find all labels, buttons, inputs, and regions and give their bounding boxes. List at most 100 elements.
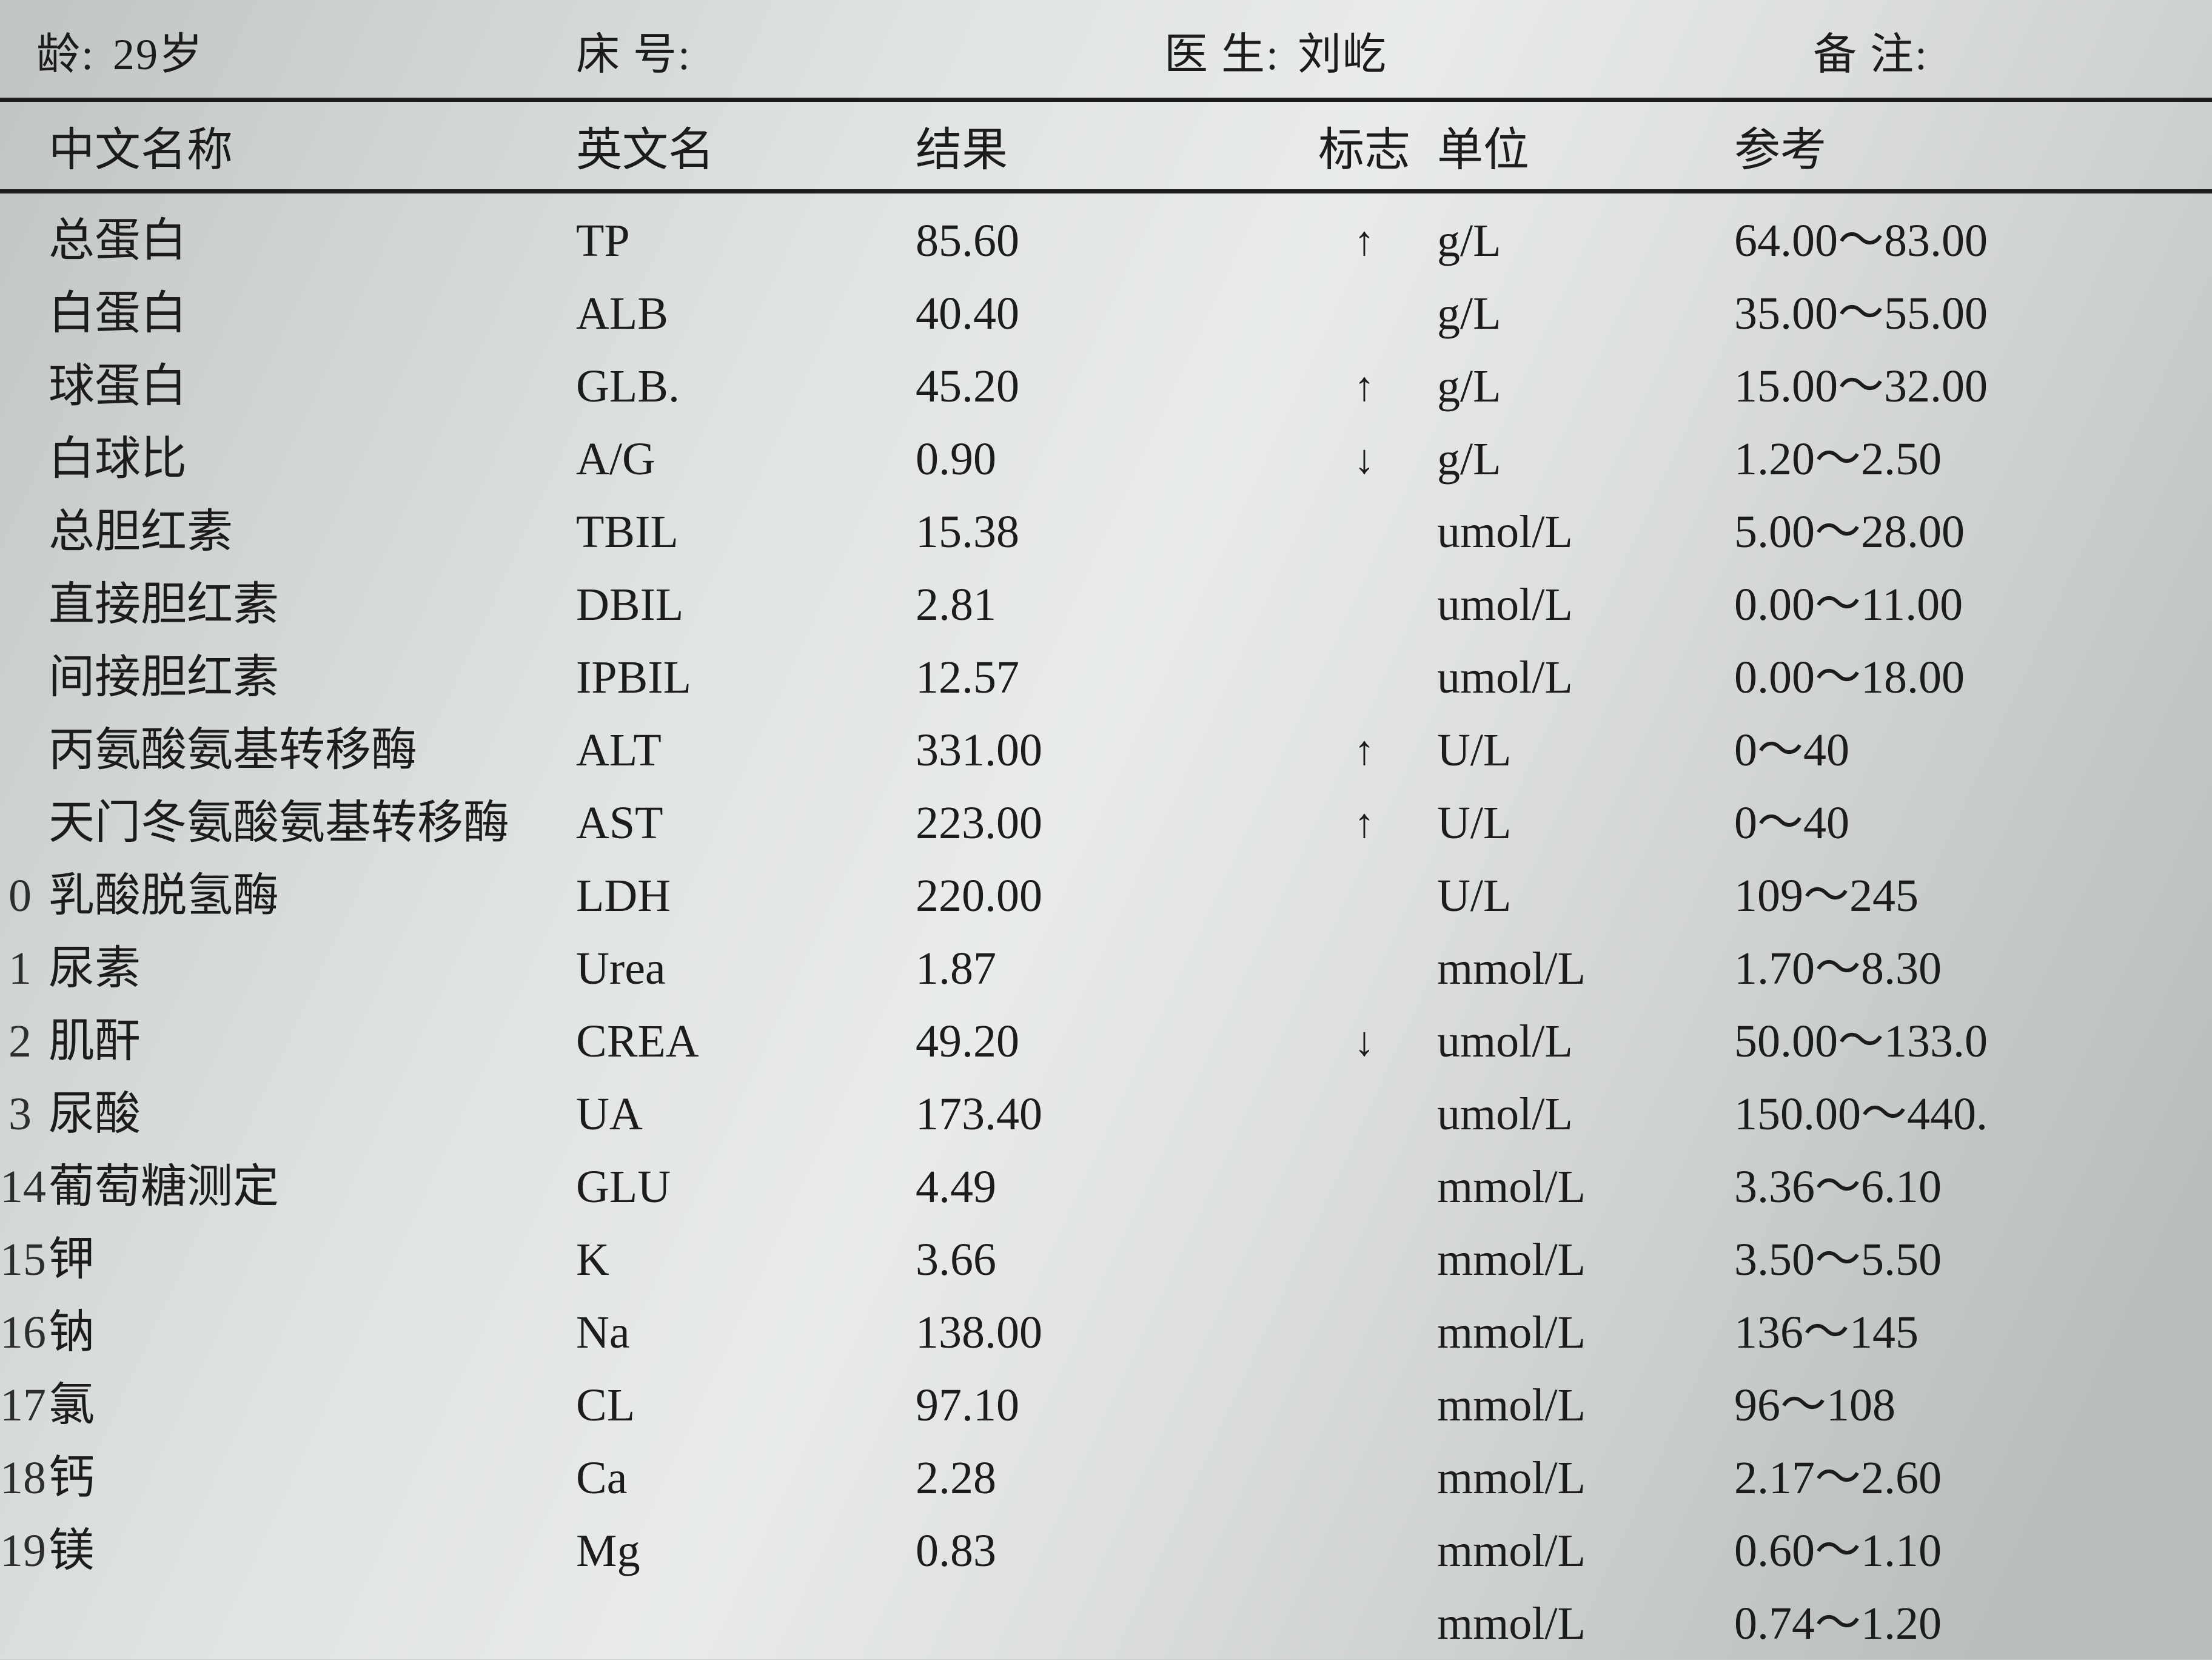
result-value: 223.00 — [916, 800, 1292, 846]
table-row: 17氯CL97.10mmol/L96～108 — [0, 1369, 2212, 1442]
chinese-name: 间接胆红素 — [49, 654, 576, 701]
col-reference: 参考 — [1734, 127, 2212, 173]
english-name: Na — [576, 1309, 916, 1356]
row-index: 17 — [0, 1382, 49, 1428]
result-value: 85.60 — [916, 218, 1292, 264]
chinese-name: 白球比 — [49, 436, 576, 482]
chinese-name: 球蛋白 — [49, 363, 576, 409]
unit-value: mmol/L — [1437, 1164, 1734, 1210]
row-index: 14 — [0, 1164, 49, 1210]
table-row: 总蛋白TP85.60↑g/L64.00～83.00 — [0, 204, 2212, 277]
row-index: 15 — [0, 1237, 49, 1283]
unit-value: umol/L — [1437, 582, 1734, 628]
table-row: 2肌酐CREA49.20↓umol/L50.00～133.0 — [0, 1005, 2212, 1078]
arrow-up-icon: ↑ — [1292, 730, 1437, 771]
english-name: ALB — [576, 291, 916, 337]
table-row: 1尿素Urea1.87mmol/L1.70～8.30 — [0, 932, 2212, 1005]
english-name: LDH — [576, 873, 916, 919]
table-header-row: 中文名称 英文名 结果 标志 单位 参考 — [0, 113, 2212, 189]
unit-value: umol/L — [1437, 509, 1734, 555]
reference-range: 50.00～133.0 — [1734, 1018, 2212, 1064]
col-flag: 标志 — [1292, 127, 1437, 173]
doctor-label: 医 生: — [1164, 18, 1279, 82]
reference-range: 0～40 — [1734, 800, 2212, 846]
chinese-name: 总胆红素 — [49, 509, 576, 555]
result-value: 4.49 — [916, 1164, 1292, 1210]
chinese-name: 肌酐 — [49, 1018, 576, 1064]
unit-value: mmol/L — [1437, 1309, 1734, 1356]
reference-range: 0.60～1.10 — [1734, 1528, 2212, 1574]
english-name: TBIL — [576, 509, 916, 555]
reference-range: 0.00～11.00 — [1734, 582, 2212, 628]
table-row: 16钠Na138.00mmol/L136～145 — [0, 1296, 2212, 1369]
english-name: CREA — [576, 1018, 916, 1064]
table-row: 直接胆红素DBIL2.81 umol/L0.00～11.00 — [0, 568, 2212, 641]
reference-range: 1.20～2.50 — [1734, 436, 2212, 482]
table-row: 白蛋白ALB40.40g/L35.00～55.00 — [0, 277, 2212, 350]
arrow-up-icon: ↑ — [1292, 802, 1437, 844]
row-index: 18 — [0, 1455, 49, 1501]
unit-value: U/L — [1437, 727, 1734, 773]
table-row: 白球比A/G0.90↓g/L1.20～2.50 — [0, 423, 2212, 496]
result-value: 0.90 — [916, 436, 1292, 482]
reference-range: 5.00～28.00 — [1734, 509, 2212, 555]
result-value: 45.20 — [916, 363, 1292, 409]
table-row: 球蛋白GLB.45.20↑g/L15.00～32.00 — [0, 350, 2212, 423]
chinese-name: 直接胆红素 — [49, 582, 576, 628]
unit-value: g/L — [1437, 363, 1734, 409]
lab-report-sheet: { "styling":{ "page_width_px":3648, "pag… — [0, 0, 2212, 1659]
result-value: 1.87 — [916, 946, 1292, 992]
reference-range: 109～245 — [1734, 873, 2212, 919]
result-value: 220.00 — [916, 873, 1292, 919]
reference-range: 150.00～440. — [1734, 1091, 2212, 1137]
english-name: CL — [576, 1382, 916, 1428]
english-name: GLU — [576, 1164, 916, 1210]
reference-range: 96～108 — [1734, 1382, 2212, 1428]
arrow-down-icon: ↓ — [1292, 439, 1437, 480]
reference-range: 1.70～8.30 — [1734, 946, 2212, 992]
bed-label: 床 号: — [576, 18, 691, 82]
age-value: 29岁 — [113, 18, 204, 82]
table-row: 15钾K3.66mmol/L3.50～5.50 — [0, 1223, 2212, 1296]
unit-value: g/L — [1437, 291, 1734, 337]
rule-top — [0, 98, 2212, 102]
table-row: 19镁Mg0.83mmol/L0.60～1.10 — [0, 1514, 2212, 1587]
reference-range: 0.74～1.20 — [1734, 1601, 2212, 1647]
reference-range: 64.00～83.00 — [1734, 218, 2212, 264]
english-name: GLB. — [576, 363, 916, 409]
chinese-name: 乳酸脱氢酶 — [49, 873, 576, 919]
english-name: Mg — [576, 1528, 916, 1574]
table-row: 14葡萄糖测定GLU4.49mmol/L3.36～6.10 — [0, 1151, 2212, 1223]
table-row: mmol/L0.74～1.20 — [0, 1587, 2212, 1660]
reference-range: 136～145 — [1734, 1309, 2212, 1356]
english-name: Ca — [576, 1455, 916, 1501]
chinese-name: 丙氨酸氨基转移酶 — [49, 727, 576, 773]
reference-range: 3.36～6.10 — [1734, 1164, 2212, 1210]
reference-range: 35.00～55.00 — [1734, 291, 2212, 337]
unit-value: mmol/L — [1437, 946, 1734, 992]
unit-value: umol/L — [1437, 1018, 1734, 1064]
chinese-name: 钠 — [49, 1309, 576, 1356]
rows-host: 总蛋白TP85.60↑g/L64.00～83.00白蛋白ALB40.40g/L3… — [0, 204, 2212, 1660]
table-row: 间接胆红素IPBIL12.57umol/L0.00～18.00 — [0, 641, 2212, 714]
result-value: 15.38 — [916, 509, 1292, 555]
col-result: 结果 — [916, 127, 1292, 173]
table-row: 18钙Ca2.28mmol/L2.17～2.60 — [0, 1442, 2212, 1514]
col-chinese-name: 中文名称 — [49, 127, 576, 173]
english-name: ALT — [576, 727, 916, 773]
unit-value: umol/L — [1437, 654, 1734, 701]
result-value: 2.28 — [916, 1455, 1292, 1501]
table-row: 天门冬氨酸氨基转移酶AST223.00↑U/L0～40 — [0, 787, 2212, 859]
result-value: 3.66 — [916, 1237, 1292, 1283]
english-name: DBIL — [576, 582, 916, 628]
row-index: 2 — [0, 1018, 49, 1064]
table-row: 总胆红素TBIL15.38 umol/L5.00～28.00 — [0, 496, 2212, 568]
english-name: IPBIL — [576, 654, 916, 701]
result-value: 2.81 — [916, 582, 1292, 628]
unit-value: U/L — [1437, 800, 1734, 846]
table-row: 3尿酸UA173.40umol/L150.00～440. — [0, 1078, 2212, 1151]
doctor-value: 刘屹 — [1298, 18, 1387, 82]
chinese-name: 钙 — [49, 1455, 576, 1501]
unit-value: mmol/L — [1437, 1382, 1734, 1428]
reference-range: 0.00～18.00 — [1734, 654, 2212, 701]
